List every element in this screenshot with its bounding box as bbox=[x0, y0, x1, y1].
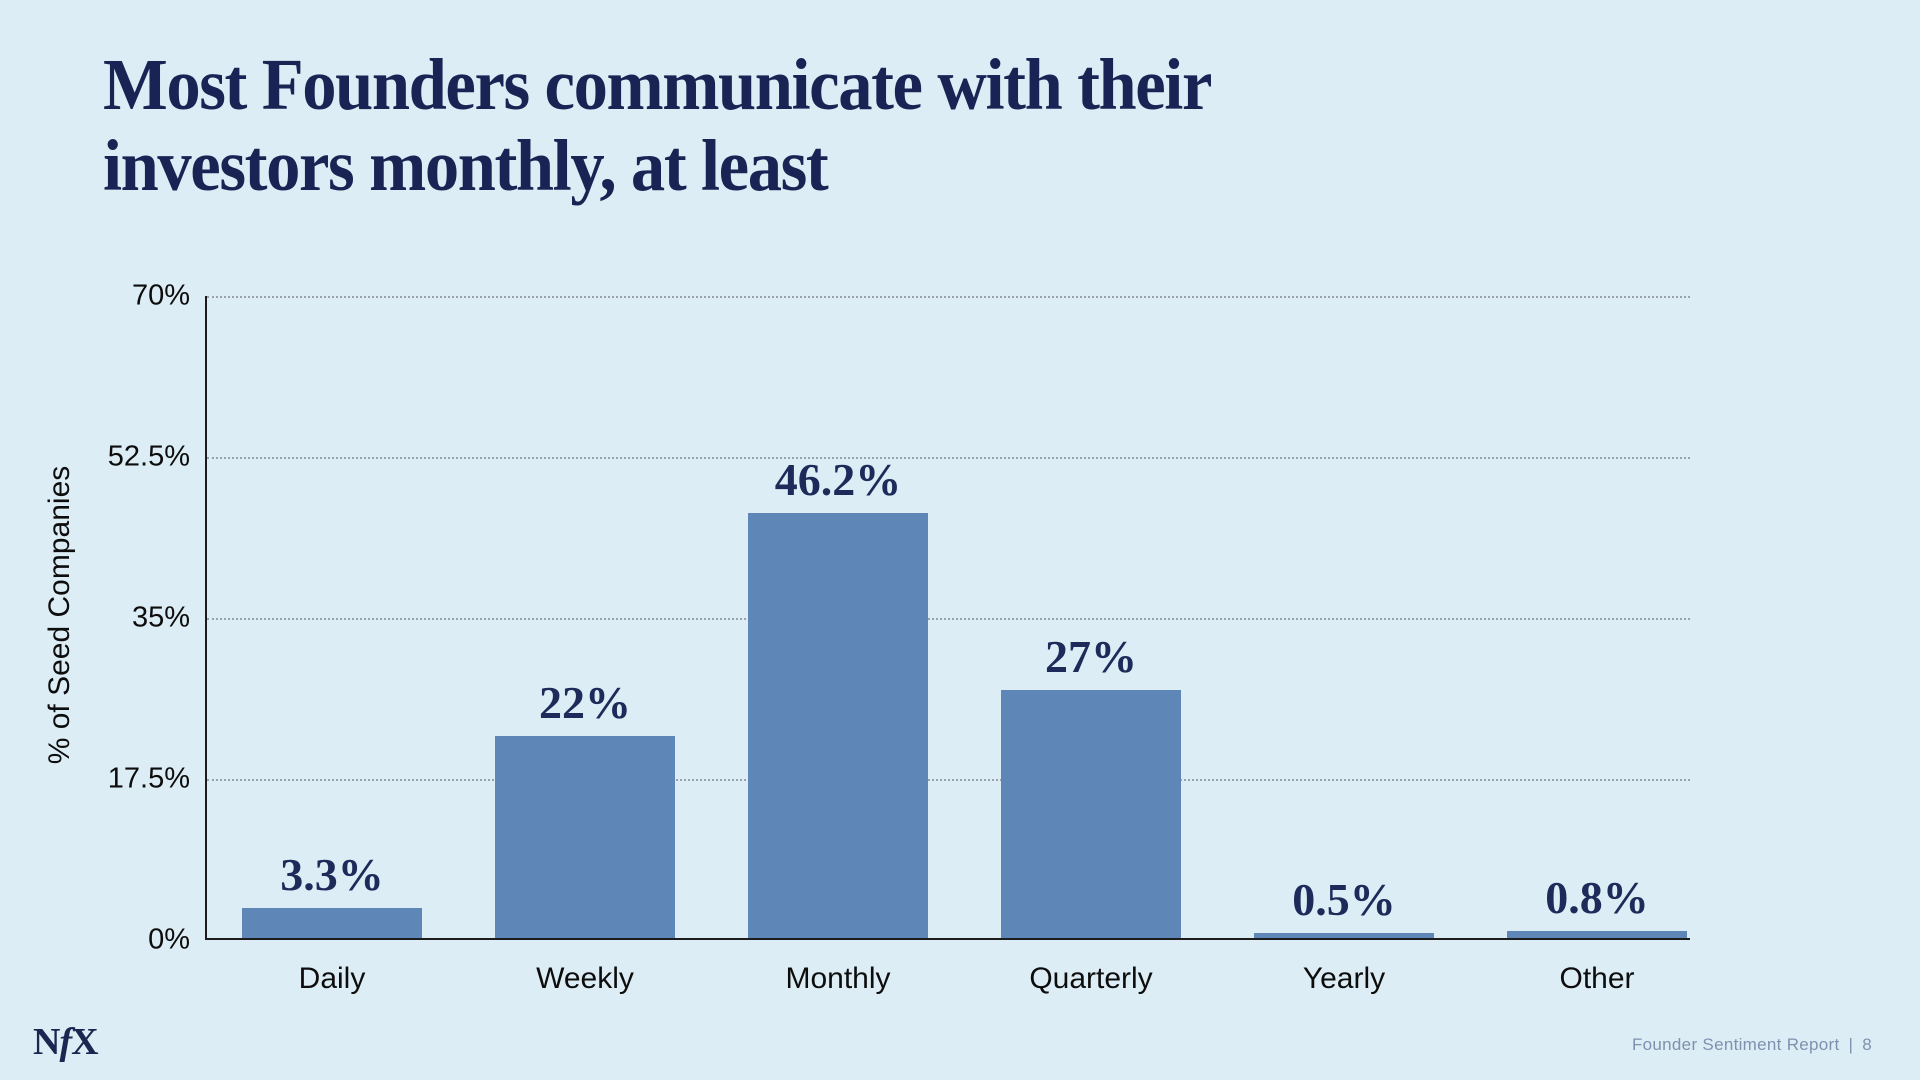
page-title-line-1: Most Founders communicate with their bbox=[103, 44, 1212, 125]
bar-value-label: 46.2% bbox=[774, 453, 902, 505]
page-number: 8 bbox=[1862, 1035, 1872, 1054]
bar-daily bbox=[242, 907, 422, 938]
y-tick-label: 52.5% bbox=[107, 440, 190, 473]
page-title: Most Founders communicate with their inv… bbox=[103, 44, 1212, 206]
gridline-70% bbox=[207, 296, 1690, 298]
logo-letter-f: f bbox=[59, 1021, 72, 1063]
x-axis-label: Daily bbox=[298, 962, 366, 995]
logo-letter-x: X bbox=[71, 1021, 98, 1063]
bar-value-label: 27% bbox=[1045, 630, 1137, 682]
bar-value-label: 0.5% bbox=[1292, 874, 1396, 926]
x-axis-label: Quarterly bbox=[1029, 962, 1153, 995]
x-axis-label: Other bbox=[1559, 962, 1635, 995]
logo-letter-n: N bbox=[33, 1021, 60, 1063]
gridline-52.5% bbox=[207, 457, 1690, 459]
x-axis-label: Monthly bbox=[785, 962, 891, 995]
footer-separator: | bbox=[1848, 1035, 1854, 1054]
gridline-35% bbox=[207, 618, 1690, 620]
bar-value-label: 22% bbox=[539, 676, 631, 728]
bar-weekly bbox=[495, 735, 675, 938]
report-title: Founder Sentiment Report bbox=[1631, 1035, 1840, 1054]
nfx-logo: NfX bbox=[33, 1020, 99, 1064]
y-tick-label: 0% bbox=[148, 923, 190, 956]
y-tick-label: 17.5% bbox=[107, 762, 190, 795]
bar-value-label: 3.3% bbox=[280, 848, 384, 900]
footer-page-info: Founder Sentiment Report | 8 bbox=[1632, 1035, 1872, 1055]
bar-value-label: 0.8% bbox=[1545, 871, 1649, 923]
bar-yearly bbox=[1254, 933, 1434, 938]
y-tick-label: 35% bbox=[131, 601, 190, 634]
bar-quarterly bbox=[1001, 689, 1181, 938]
y-tick-label: 70% bbox=[131, 279, 190, 312]
page-title-line-2: investors monthly, at least bbox=[103, 125, 829, 206]
y-axis-title: % of Seed Companies bbox=[43, 465, 76, 765]
plot-area: 0% 17.5% 35% 52.5% 70% 3.3% Daily 22% Weekly 46.2… bbox=[108, 280, 1690, 995]
bar-monthly bbox=[748, 512, 928, 938]
gridline-17.5% bbox=[207, 779, 1690, 781]
x-axis-label: Yearly bbox=[1302, 962, 1386, 995]
bar-other bbox=[1507, 930, 1687, 938]
x-axis-label: Weekly bbox=[536, 962, 634, 995]
